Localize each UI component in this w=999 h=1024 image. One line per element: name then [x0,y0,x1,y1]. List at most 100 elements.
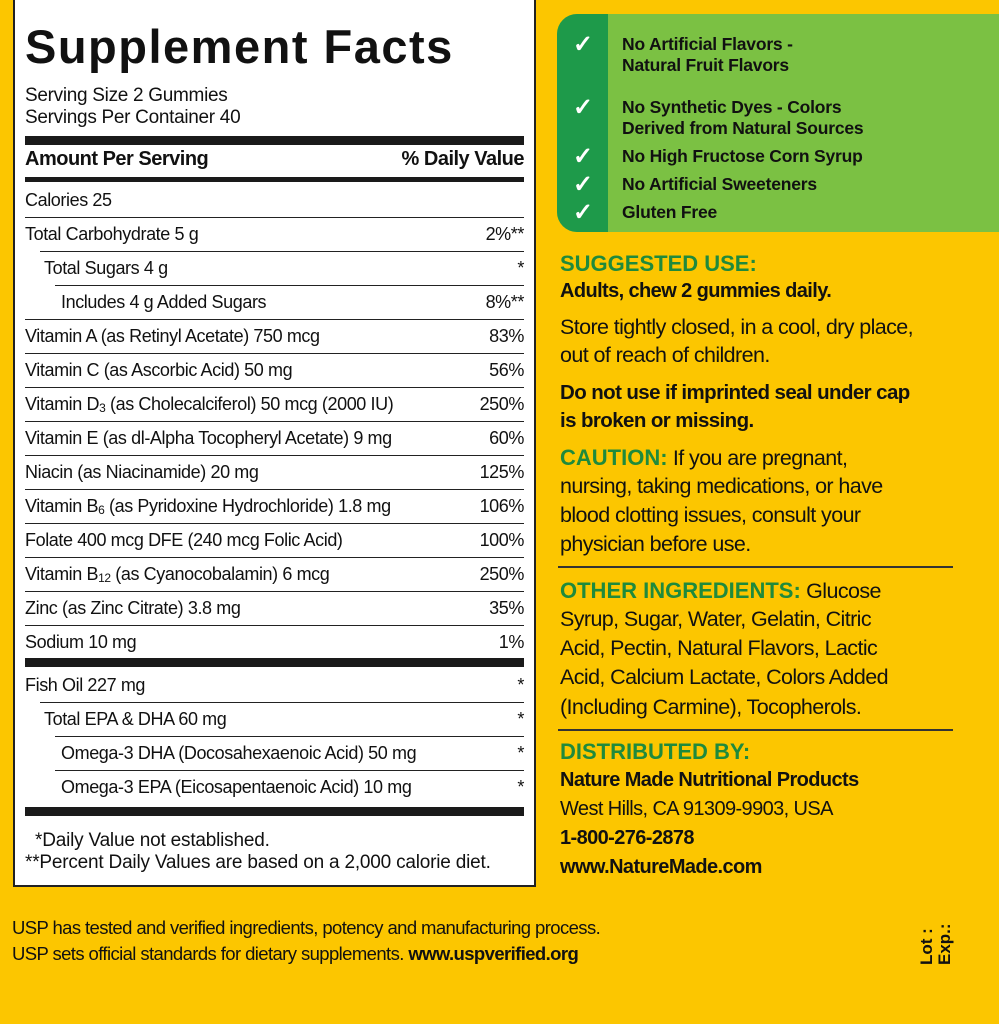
daily-value: 83% [489,326,524,346]
checkmark-icon: ✓ [573,94,594,121]
caution-line: nursing, taking medications, or have [560,474,883,498]
ingredients-line: (Including Carmine), Tocopherols. [560,695,862,719]
table-row: Folate 400 mcg DFE (240 mcg Folic Acid) 1… [25,523,524,557]
table-row: Vitamin C (as Ascorbic Acid) 50 mg 56% [25,353,524,387]
feature-text: No Artificial Sweeteners [622,174,817,194]
exp-label: Exp.: [935,923,954,965]
warning-line: Do not use if imprinted seal under cap [560,381,910,404]
daily-value: 250% [479,394,525,414]
nutrient-label: Calories 25 [25,189,112,210]
feature-text: No Synthetic Dyes - Colors [622,97,842,117]
daily-value: 2%** [485,224,525,244]
thick-divider [25,807,524,816]
footnote-daily-value: *Daily Value not established. [35,830,270,851]
daily-value: 100% [479,530,525,550]
suggested-use-heading: SUGGESTED USE: [560,251,757,276]
daily-value: 60% [489,428,524,448]
caution-line: CAUTION: If you are pregnant, [560,445,848,470]
nutrient-label: Vitamin C (as Ascorbic Acid) 50 mg [25,360,293,380]
nutrient-label: Total Sugars 4 g [44,258,168,278]
features-box: ✓ No Artificial Flavors - Natural Fruit Fl… [557,14,999,232]
ingredients-line: Acid, Calcium Lactate, Colors Added [560,665,889,689]
storage-line: Store tightly closed, in a cool, dry pla… [560,315,914,339]
nutrient-label: Vitamin B12 (as Cyanocobalamin) 6 mcg [25,564,330,585]
nutrient-label: Total EPA & DHA 60 mg [44,709,227,729]
daily-value: 35% [489,598,524,618]
usp-statement-2: USP sets official standards for dietary … [12,943,579,964]
nutrient-label: Vitamin A (as Retinyl Acetate) 750 mcg [25,326,320,346]
facts-title: Supplement Facts [25,20,454,73]
feature-text: No High Fructose Corn Syrup [622,146,863,166]
divider [558,729,953,731]
table-row: Vitamin B6 (as Pyridoxine Hydrochloride)… [25,489,524,523]
usp-url[interactable]: www.uspverified.org [408,943,579,964]
thick-divider [25,136,524,145]
nutrient-label: Fish Oil 227 mg [25,674,146,695]
features-stripe [557,14,608,232]
checkmark-icon: ✓ [573,199,594,226]
daily-value: * [517,743,524,763]
table-row: Total EPA & DHA 60 mg * [40,702,524,736]
feature-text: Natural Fruit Flavors [622,55,789,75]
table-row: Vitamin B12 (as Cyanocobalamin) 6 mcg 250… [25,557,524,591]
table-row: Total Sugars 4 g * [40,251,524,285]
checkmark-icon: ✓ [573,143,594,170]
distributor-address: West Hills, CA 91309-9903, USA [560,798,833,820]
feature-text: Gluten Free [622,202,718,222]
nutrient-label: Niacin (as Niacinamide) 20 mg [25,462,259,482]
nutrient-label: Vitamin D3 (as Cholecalciferol) 50 mcg (… [25,394,394,415]
dose: Adults, chew 2 gummies daily. [560,280,832,302]
nutrient-label: Omega-3 EPA (Eicosapentaenoic Acid) 10 m… [61,777,412,797]
ingredients-line: Acid, Pectin, Natural Flavors, Lactic [560,636,878,660]
ingredients-line: Syrup, Sugar, Water, Gelatin, Citric [560,607,872,631]
table-row: Total Carbohydrate 5 g 2%** [25,217,524,251]
caution-line: physician before use. [560,532,751,556]
other-ingredients-heading: OTHER INGREDIENTS: [560,578,801,603]
table-row: Omega-3 DHA (Docosahexaenoic Acid) 50 mg… [55,736,524,770]
lot-label: Lot : [917,928,936,965]
table-row: Fish Oil 227 mg * [25,668,524,702]
daily-value: * [517,777,524,797]
nutrient-label: Total Carbohydrate 5 g [25,224,199,244]
warning-line: is broken or missing. [560,409,754,432]
daily-value-header: % Daily Value [401,148,525,170]
servings-per-container: Servings Per Container 40 [25,107,241,128]
feature-text: No Artificial Flavors - [622,34,793,54]
nutrient-label: Folate 400 mcg DFE (240 mcg Folic Acid) [25,530,343,550]
serving-size: Serving Size 2 Gummies [25,85,228,106]
distributor-website[interactable]: www.NatureMade.com [560,856,762,878]
checkmark-icon: ✓ [573,31,594,58]
footnote-percent: **Percent Daily Values are based on a 2,… [25,852,491,873]
daily-value: 1% [498,632,525,652]
nutrient-label: Includes 4 g Added Sugars [61,292,267,312]
daily-value: 56% [489,360,524,380]
table-row: Vitamin A (as Retinyl Acetate) 750 mcg 83… [25,319,524,353]
distributor-phone: 1-800-276-2878 [560,827,695,849]
table-row: Calories 25 [25,183,524,217]
table-row: Omega-3 EPA (Eicosapentaenoic Acid) 10 m… [55,770,524,804]
table-row: Vitamin D3 (as Cholecalciferol) 50 mcg (… [25,387,524,421]
nutrient-label: Zinc (as Zinc Citrate) 3.8 mg [25,598,241,618]
daily-value: 8%** [485,292,525,312]
daily-value: * [517,258,524,278]
table-row: Vitamin E (as dl-Alpha Tocopheryl Acetat… [25,421,524,455]
lot-exp-block: Lot : Exp.: [917,923,954,965]
table-row: Sodium 10 mg 1% [25,625,524,659]
caution-heading: CAUTION: [560,445,668,470]
amount-per-serving-header: Amount Per Serving [25,148,209,170]
divider [558,566,953,568]
nutrient-label: Sodium 10 mg [25,632,137,652]
table-header: Amount Per Serving % Daily Value [25,148,525,171]
checkmark-icon: ✓ [573,171,594,198]
daily-value: 125% [479,462,525,482]
nutrient-label: Vitamin B6 (as Pyridoxine Hydrochloride)… [25,496,391,517]
distributor-name: Nature Made Nutritional Products [560,769,859,791]
daily-value: * [517,709,524,729]
caution-line: blood clotting issues, consult your [560,503,861,527]
ingredients-line: OTHER INGREDIENTS: Glucose [560,578,881,603]
nutrient-label: Vitamin E (as dl-Alpha Tocopheryl Acetat… [25,428,392,448]
table-row: Includes 4 g Added Sugars 8%** [55,285,524,319]
divider [25,177,524,182]
distributed-by-heading: DISTRIBUTED BY: [560,739,751,764]
table-row: Zinc (as Zinc Citrate) 3.8 mg 35% [25,591,524,625]
